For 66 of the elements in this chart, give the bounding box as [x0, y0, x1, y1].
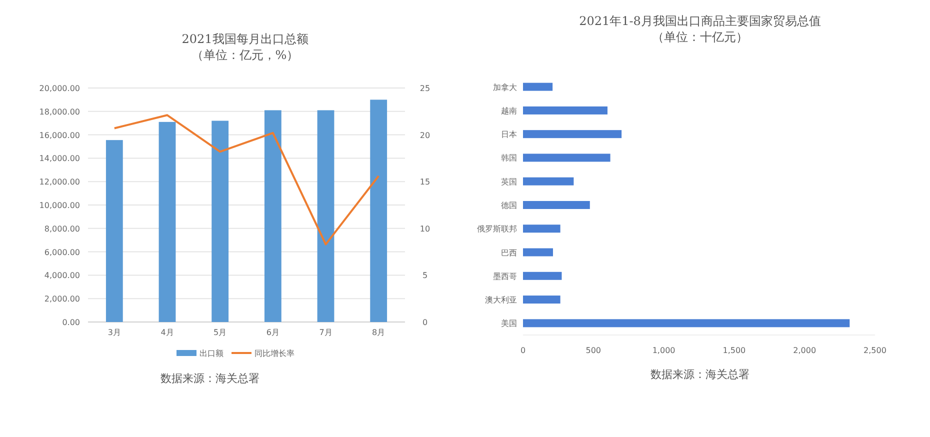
chart-title: 2021年1-8月我国出口商品主要国家贸易总值 — [579, 14, 821, 28]
y-tick-label: 美国 — [501, 319, 517, 328]
y-tick-label: 18,000.00 — [39, 107, 80, 116]
y2-tick-label: 25 — [420, 84, 430, 93]
bar — [523, 319, 850, 328]
x-tick-label: 2,500 — [864, 346, 886, 355]
y-tick-label: 12,000.00 — [39, 178, 80, 187]
bar — [370, 100, 388, 322]
y-tick-label: 韩国 — [501, 154, 517, 163]
y2-tick-label: 0 — [422, 318, 428, 327]
y-tick-label: 加拿大 — [493, 82, 517, 92]
x-tick-label: 500 — [586, 346, 602, 355]
y-tick-label: 2,000.00 — [44, 294, 80, 304]
bar — [523, 82, 553, 91]
y2-tick-label: 15 — [420, 178, 430, 187]
x-tick-label: 0 — [520, 346, 526, 355]
y-tick-label: 德国 — [501, 201, 517, 210]
y-tick-label: 日本 — [501, 130, 517, 140]
x-tick-label: 1,000 — [652, 346, 676, 355]
bar — [264, 110, 282, 322]
y-tick-label: 巴西 — [501, 248, 517, 258]
chart-subtitle: （单位：亿元，%） — [191, 48, 299, 62]
y-tick-label: 越南 — [501, 106, 517, 116]
y-tick-label: 20,000.00 — [39, 84, 80, 93]
bar — [523, 130, 622, 138]
y2-tick-label: 20 — [420, 130, 430, 140]
y-tick-label: 墨西哥 — [493, 272, 517, 281]
y2-tick-label: 10 — [420, 224, 430, 234]
y-tick-label: 16,000.00 — [39, 130, 80, 140]
bar — [212, 120, 229, 322]
source-note: 数据来源：海关总署 — [160, 372, 260, 385]
x-tick-label: 8月 — [372, 328, 386, 337]
y-tick-label: 10,000.00 — [39, 201, 80, 210]
bar — [523, 272, 562, 280]
source-note: 数据来源：海关总署 — [650, 368, 750, 381]
y2-tick-label: 5 — [422, 271, 428, 280]
x-tick-label: 1,500 — [722, 346, 746, 355]
y-tick-label: 8,000.00 — [44, 224, 80, 234]
x-tick-label: 2,000 — [793, 346, 816, 355]
chart-title: 2021我国每月出口总额 — [182, 32, 308, 46]
y-tick-label: 14,000.00 — [39, 154, 80, 164]
legend-label: 同比增长率 — [254, 349, 294, 358]
bar — [523, 248, 553, 256]
bar — [523, 201, 590, 209]
x-tick-label: 6月 — [266, 328, 280, 337]
y-tick-label: 英国 — [501, 177, 517, 186]
x-tick-label: 5月 — [214, 328, 227, 337]
bar — [523, 154, 610, 162]
legend-label: 出口额 — [200, 349, 224, 358]
y-tick-label: 澳大利亚 — [485, 296, 517, 305]
bar — [158, 122, 176, 322]
bar — [523, 106, 608, 114]
x-tick-label: 4月 — [160, 328, 174, 337]
chart-subtitle: （单位：十亿元） — [652, 30, 748, 44]
x-tick-label: 7月 — [319, 328, 332, 337]
bar — [523, 177, 574, 186]
bar — [523, 224, 560, 233]
x-tick-label: 3月 — [108, 328, 121, 337]
y-tick-label: 4,000.00 — [44, 271, 80, 280]
y-tick-label: 俄罗斯联邦 — [477, 224, 517, 234]
line-series — [113, 114, 380, 246]
bar — [106, 140, 123, 322]
y-tick-label: 0.00 — [62, 318, 80, 327]
y-tick-label: 6,000.00 — [44, 248, 80, 257]
bar — [317, 110, 334, 322]
bar — [523, 296, 560, 304]
